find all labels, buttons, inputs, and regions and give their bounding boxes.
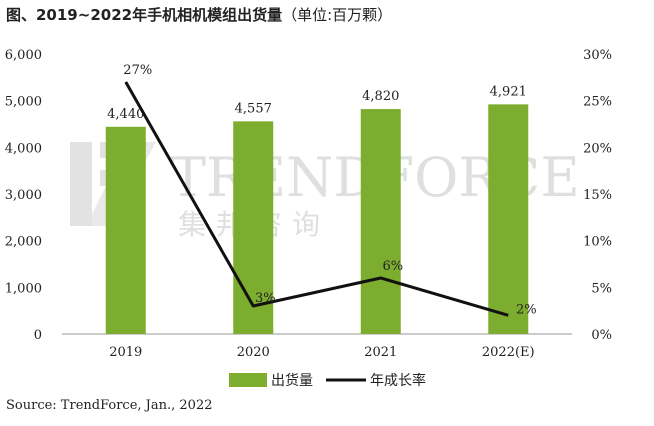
bar (488, 104, 529, 334)
bar-series: 4,440 4,557 4,820 4,921 (105, 84, 529, 334)
bar-data-label: 4,557 (235, 101, 272, 116)
axes: 0 1,000 2,000 3,000 4,000 5,000 6,000 0% 5% 10% 15… (5, 48, 612, 360)
y-left-tick-label: 3,000 (5, 188, 42, 203)
chart-title: 图、2019~2022年手机相机模组出货量（单位:百万颗） (6, 4, 392, 25)
y-left-tick-label: 2,000 (5, 235, 42, 250)
y-left-tick-label: 5,000 (5, 95, 42, 110)
bar-data-label: 4,921 (490, 84, 527, 99)
y-right-tick-label: 5% (591, 281, 612, 296)
line-series: 27% 3% 6% 2% (123, 63, 536, 317)
bar (360, 109, 401, 334)
y-left-tick-label: 6,000 (5, 48, 42, 63)
y-left-tick-label: 4,000 (5, 141, 42, 156)
x-tick-label: 2022(E) (482, 345, 535, 360)
legend-label-line: 年成长率 (370, 372, 426, 389)
growth-line (124, 81, 509, 317)
legend-label-bar: 出货量 (271, 372, 313, 389)
y-right-tick-label: 25% (583, 95, 612, 110)
chart-unit-note: （单位:百万颗） (282, 6, 393, 24)
y-right-tick-label: 10% (583, 235, 612, 250)
bar (105, 126, 146, 334)
legend: 出货量 年成长率 (229, 372, 426, 389)
y-right-tick-label: 30% (583, 48, 612, 63)
line-data-label: 3% (255, 291, 276, 306)
bar-data-label: 4,440 (107, 107, 144, 122)
line-data-label: 2% (516, 302, 537, 317)
x-tick-label: 2020 (237, 345, 270, 360)
y-left-tick-label: 0 (34, 328, 42, 343)
x-tick-label: 2021 (364, 345, 397, 360)
bar-data-label: 4,820 (362, 89, 399, 104)
y-left-tick-label: 1,000 (5, 281, 42, 296)
line-data-label: 27% (123, 63, 152, 78)
bar (233, 121, 274, 334)
chart-title-main: 图、2019~2022年手机相机模组出货量 (6, 6, 283, 24)
x-tick-label: 2019 (109, 345, 142, 360)
legend-swatch-bar (229, 373, 267, 387)
line-data-label: 6% (382, 259, 403, 274)
y-right-tick-label: 20% (583, 141, 612, 156)
source-note: Source: TrendForce, Jan., 2022 (6, 398, 213, 413)
y-right-tick-label: 0% (591, 328, 612, 343)
y-right-tick-label: 15% (583, 188, 612, 203)
